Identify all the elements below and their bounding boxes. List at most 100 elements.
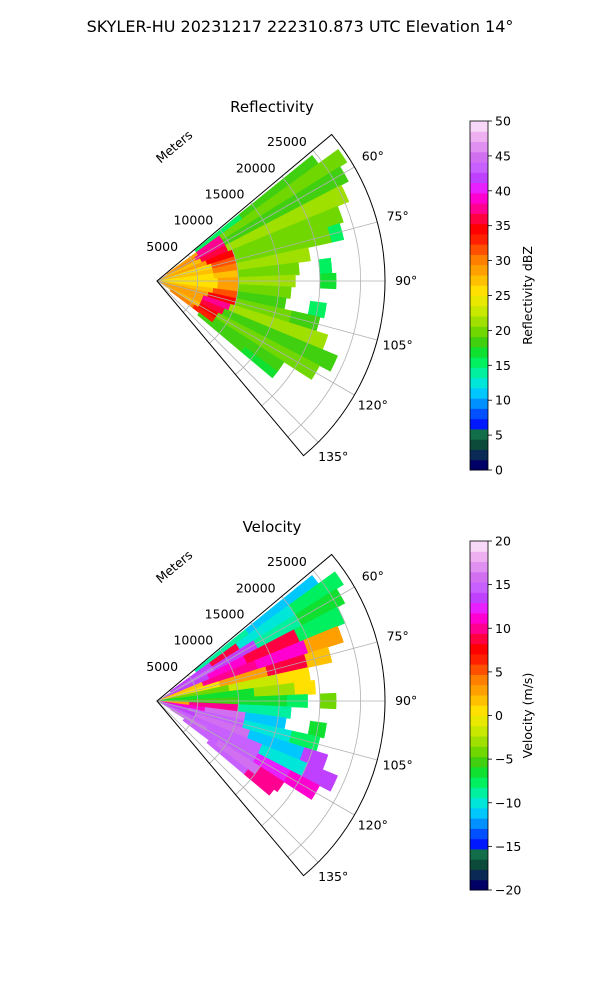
- range-tick-label: 10000: [173, 213, 213, 228]
- range-tick-label: 25000: [267, 554, 307, 569]
- velocity-colorbar: −20 −15 −10 −5 0 5 10 15 20 Velocity (m/s): [469, 534, 535, 898]
- azimuth-spoke: [156, 221, 378, 282]
- velocity-grid: [156, 553, 386, 877]
- colorbar-tick-label: −20: [495, 883, 521, 898]
- azimuth-spoke: [156, 280, 319, 443]
- reflectivity-panel: Reflectivity 60° 75° 90° 105° 120° 135° 5000 10…: [146, 98, 535, 478]
- colorbar-swatch: [470, 838, 488, 850]
- azimuth-spoke: [156, 166, 355, 282]
- range-tick-label: 5000: [146, 239, 178, 254]
- data-cell: [243, 769, 275, 796]
- data-cell: [240, 346, 278, 379]
- azimuth-tick-label: 120°: [358, 818, 388, 833]
- colorbar-swatch: [470, 285, 488, 296]
- colorbar-swatch: [470, 213, 488, 225]
- colorbar-swatch: [470, 848, 488, 860]
- colorbar-label: Velocity (m/s): [520, 673, 535, 759]
- azimuth-tick-label: 75°: [387, 209, 409, 224]
- colorbar-swatch: [470, 244, 488, 255]
- colorbar-tick-label: 25: [495, 288, 511, 303]
- colorbar-swatch: [470, 346, 488, 358]
- azimuth-spoke: [156, 280, 378, 341]
- colorbar-swatch: [470, 561, 488, 573]
- colorbar-swatch: [470, 336, 488, 348]
- range-ring: [235, 622, 280, 795]
- colorbar-tick-label: 30: [495, 253, 511, 268]
- colorbar-swatch: [470, 777, 488, 788]
- colorbar-swatch: [470, 182, 488, 194]
- azimuth-tick-label: 105°: [383, 757, 413, 772]
- data-cell: [221, 308, 338, 372]
- colorbar-swatch: [470, 756, 488, 768]
- colorbar-swatch: [470, 141, 488, 153]
- colorbar-label: Reflectivity dBZ: [520, 246, 535, 345]
- data-cell: [219, 148, 348, 241]
- azimuth-tick-label: 120°: [358, 398, 388, 413]
- colorbar-swatch: [470, 233, 488, 245]
- colorbar-swatch: [470, 869, 488, 881]
- range-ring: [235, 202, 280, 375]
- azimuth-tick-label: 105°: [383, 337, 413, 352]
- azimuth-spoke: [156, 641, 378, 702]
- colorbar-swatch: [470, 121, 488, 132]
- colorbar-swatch: [470, 377, 488, 389]
- reflectivity-tick-labels: 60° 75° 90° 105° 120° 135° 5000 10000 15000 20000…: [146, 134, 417, 464]
- colorbar-tick-label: 0: [495, 463, 503, 478]
- data-cell: [222, 166, 349, 246]
- colorbar-swatch: [470, 357, 488, 368]
- range-tick-label: 15000: [205, 606, 245, 621]
- colorbar-swatch: [470, 766, 488, 778]
- azimuth-tick-label: 60°: [362, 568, 384, 583]
- radial-axis-label-reflectivity: Meters: [153, 127, 195, 166]
- colorbar-swatch: [470, 633, 488, 645]
- range-tick-label: 10000: [173, 633, 213, 648]
- data-cell: [318, 257, 333, 275]
- azimuth-tick-label: 90°: [395, 693, 417, 708]
- velocity-panel: Velocity 60° 75° 90° 105° 120° 135° 5000 10000 1…: [146, 518, 535, 898]
- azimuth-spoke: [156, 700, 378, 761]
- radial-axis-label-velocity: Meters: [153, 547, 195, 586]
- azimuth-spoke: [156, 586, 355, 702]
- range-tick-label: 15000: [205, 186, 245, 201]
- colorbar-swatch: [470, 162, 488, 173]
- colorbar-swatch: [470, 602, 488, 614]
- colorbar-tick-label: 20: [495, 323, 511, 338]
- colorbar-swatch: [470, 192, 488, 204]
- colorbar-swatch: [470, 408, 488, 420]
- colorbar-tick-label: 15: [495, 358, 511, 373]
- colorbar-swatch: [470, 326, 488, 338]
- figure-suptitle: SKYLER-HU 20231217 222310.873 UTC Elevat…: [87, 17, 514, 36]
- colorbar-swatch: [470, 592, 488, 604]
- data-cell: [225, 184, 350, 252]
- colorbar-swatch: [470, 172, 488, 184]
- colorbar-swatch: [470, 254, 488, 266]
- reflectivity-colorbar: 0 5 10 15 20 25 30 35 40 45 50 Reflectivity dBZ: [469, 114, 535, 478]
- colorbar-swatch: [470, 551, 488, 563]
- colorbar-swatch: [470, 316, 488, 327]
- range-ring: [287, 569, 361, 858]
- colorbar-tick-label: 35: [495, 218, 511, 233]
- colorbar-swatch: [470, 418, 488, 430]
- sector-frame: [156, 133, 386, 457]
- colorbar-swatch: [470, 428, 488, 440]
- colorbar-swatch: [470, 828, 488, 840]
- colorbar-tick-label: 45: [495, 148, 511, 163]
- colorbar-swatch: [470, 818, 488, 829]
- colorbar-swatch: [470, 674, 488, 686]
- colorbar-tick-label: 15: [495, 577, 511, 592]
- colorbar-tick-label: −10: [495, 795, 521, 810]
- colorbar-swatch: [470, 684, 488, 696]
- colorbar-tick-label: 40: [495, 183, 511, 198]
- colorbar-swatch: [470, 705, 488, 716]
- range-tick-label: 20000: [236, 580, 276, 595]
- colorbar-tick-label: −15: [495, 839, 521, 854]
- colorbar-swatch: [470, 439, 488, 450]
- colorbar-tick-label: 5: [495, 428, 503, 443]
- azimuth-tick-label: 90°: [395, 273, 417, 288]
- sector-frame: [156, 553, 386, 877]
- colorbar-tick-label: 50: [495, 114, 511, 129]
- colorbar-swatch: [470, 664, 488, 675]
- range-tick-label: 20000: [236, 160, 276, 175]
- data-cell: [303, 625, 344, 654]
